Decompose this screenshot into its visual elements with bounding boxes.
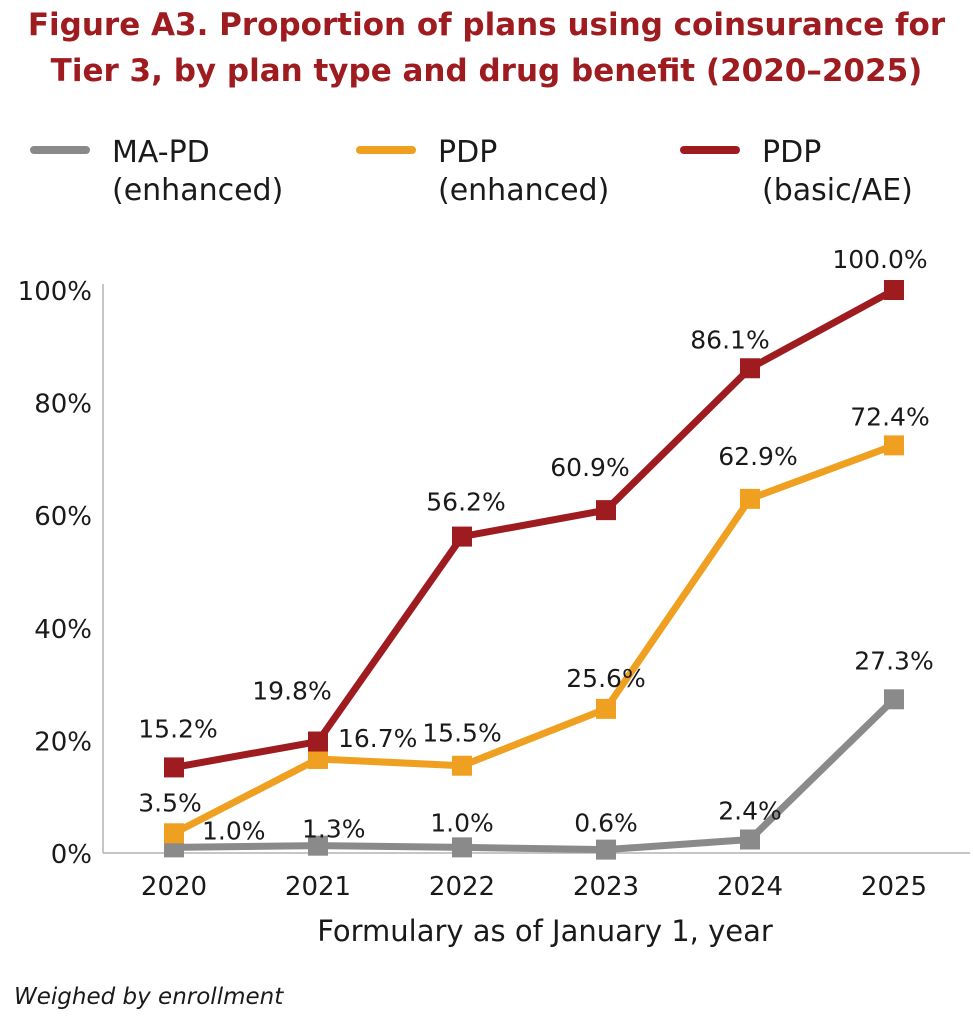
data-label: 72.4%	[850, 402, 929, 431]
legend-item-ma-pd: MA-PD (enhanced)	[30, 134, 283, 210]
data-point-marker	[884, 435, 904, 456]
data-label: 2.4%	[718, 796, 782, 825]
y-tick-label: 40%	[34, 615, 92, 645]
data-point-marker	[884, 689, 904, 710]
legend-item-pdp-enhanced: PDP (enhanced)	[356, 134, 609, 210]
legend-item-pdp-basic: PDP (basic/AE)	[680, 134, 913, 210]
legend-swatch-pdp-basic	[680, 146, 740, 154]
x-tick-label: 2020	[141, 872, 207, 902]
legend-label-pdp-enhanced: PDP (enhanced)	[438, 134, 609, 210]
data-label: 16.7%	[338, 724, 417, 753]
y-tick-label: 80%	[34, 390, 92, 420]
x-tick-label: 2022	[429, 872, 495, 902]
data-point-marker	[740, 829, 760, 850]
series-line	[170, 286, 898, 771]
chart-title-line-1: Figure A3. Proportion of plans using coi…	[27, 7, 946, 43]
legend-label-line-1: PDP	[438, 135, 498, 170]
footnote: Weighed by enrollment	[14, 984, 284, 1010]
legend-swatch-pdp-enhanced	[356, 146, 416, 154]
data-label: 0.6%	[574, 809, 638, 838]
x-tick-label: 2025	[861, 872, 927, 902]
x-axis-title: Formulary as of January 1, year	[317, 914, 773, 948]
data-label: 86.1%	[690, 325, 769, 354]
data-label: 1.0%	[202, 816, 266, 845]
data-point-marker	[596, 839, 616, 860]
data-label: 3.5%	[138, 788, 202, 817]
data-label: 100.0%	[832, 245, 927, 274]
legend-swatch-ma-pd	[30, 146, 90, 154]
data-point-marker	[308, 748, 328, 769]
x-tick-label: 2021	[285, 872, 351, 902]
data-point-marker	[308, 731, 328, 752]
legend-label-line-2: (enhanced)	[438, 173, 610, 208]
data-point-marker	[740, 358, 760, 379]
data-point-marker	[164, 823, 184, 844]
data-point-marker	[740, 488, 760, 509]
chart-title-line-2: Tier 3, by plan type and drug benefit (2…	[50, 53, 923, 89]
legend-label-line-2: (basic/AE)	[762, 173, 913, 208]
data-point-marker	[452, 755, 472, 776]
data-label: 19.8%	[252, 677, 331, 706]
chart-title: Figure A3. Proportion of plans using coi…	[0, 2, 973, 94]
legend-label-line-1: PDP	[762, 135, 822, 170]
y-tick-label: 0%	[51, 840, 92, 870]
series-line	[170, 695, 898, 854]
legend-label-pdp-basic: PDP (basic/AE)	[762, 134, 913, 210]
y-tick-label: 20%	[34, 727, 92, 757]
y-tick-label: 60%	[34, 502, 92, 532]
data-point-marker	[596, 698, 616, 719]
data-point-marker	[452, 837, 472, 858]
data-label: 1.3%	[302, 815, 366, 844]
legend-label-line-1: MA-PD	[112, 135, 210, 170]
x-tick-label: 2023	[573, 872, 639, 902]
data-label: 1.0%	[430, 808, 494, 837]
data-point-marker	[308, 835, 328, 856]
y-tick-label: 100%	[18, 277, 92, 307]
data-point-marker	[884, 280, 904, 300]
x-tick-label: 2024	[717, 872, 783, 902]
data-label: 15.5%	[422, 719, 501, 748]
legend-label-ma-pd: MA-PD (enhanced)	[112, 134, 283, 210]
data-label: 62.9%	[718, 442, 797, 471]
data-label: 25.6%	[566, 664, 645, 693]
data-label: 56.2%	[426, 488, 505, 517]
data-point-marker	[164, 757, 184, 778]
data-point-marker	[452, 526, 472, 547]
data-label: 60.9%	[550, 453, 629, 482]
legend-label-line-2: (enhanced)	[112, 173, 284, 208]
data-label: 27.3%	[854, 646, 933, 675]
data-point-marker	[596, 500, 616, 521]
series-line	[170, 441, 898, 837]
data-label: 15.2%	[138, 714, 217, 743]
